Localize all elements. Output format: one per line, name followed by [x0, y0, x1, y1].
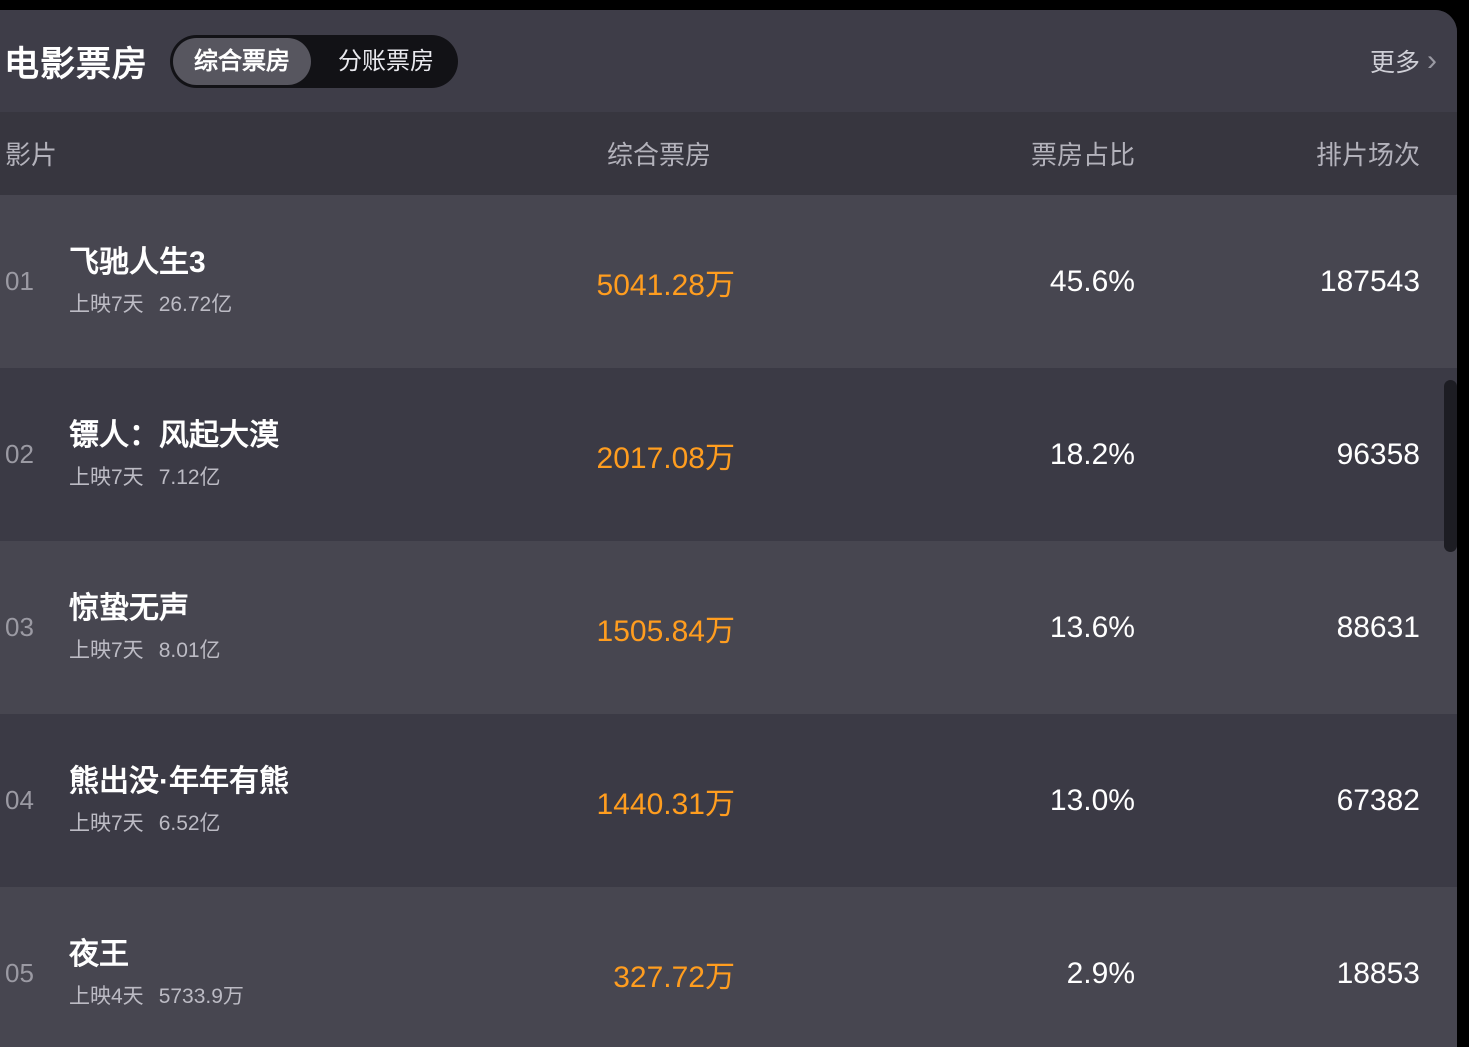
- movie-subtitle: 上映4天 5733.9万: [69, 980, 244, 1010]
- panel-title: 电影票房: [4, 44, 149, 84]
- film-cell: 02 镖人：风起大漠 上映7天 7.12亿: [5, 418, 565, 491]
- movie-info: 夜王 上映4天 5733.9万: [69, 937, 244, 1010]
- scrollbar-thumb[interactable]: [1444, 380, 1457, 552]
- total-gross: 8.01亿: [158, 639, 221, 662]
- row-rank: 01: [5, 266, 34, 296]
- table-row[interactable]: 03 惊蛰无声 上映7天 8.01亿 1505.84万 13.6% 88631: [0, 541, 1457, 714]
- panel-header: 电影票房 综合票房 分账票房 更多 ›: [0, 10, 1457, 112]
- table-body: 01 飞驰人生3 上映7天 26.72亿 5041.28万 45.6% 1875…: [0, 195, 1457, 1047]
- movie-title: 熊出没·年年有熊: [69, 765, 289, 798]
- chevron-right-icon: ›: [1427, 44, 1437, 77]
- table-row[interactable]: 01 飞驰人生3 上映7天 26.72亿 5041.28万 45.6% 1875…: [0, 195, 1457, 368]
- total-gross: 7.12亿: [158, 466, 221, 489]
- total-gross: 6.52亿: [158, 812, 221, 835]
- box-office-value: 1440.31万: [596, 787, 735, 821]
- release-days: 上映7天: [69, 812, 144, 835]
- screenings-value: 96358: [1336, 437, 1420, 471]
- row-rank: 05: [5, 958, 34, 988]
- film-cell: 01 飞驰人生3 上映7天 26.72亿: [5, 245, 565, 318]
- share-value: 18.2%: [1049, 437, 1135, 471]
- release-days: 上映4天: [69, 985, 144, 1008]
- movie-title: 夜王: [69, 938, 129, 971]
- table-row[interactable]: 05 夜王 上映4天 5733.9万 327.72万 2.9% 18853: [0, 887, 1457, 1047]
- movie-info: 镖人：风起大漠 上映7天 7.12亿: [69, 418, 279, 491]
- col-header-box-office: 综合票房: [606, 140, 711, 170]
- film-cell: 03 惊蛰无声 上映7天 8.01亿: [5, 591, 565, 664]
- film-cell: 05 夜王 上映4天 5733.9万: [5, 937, 565, 1010]
- movie-title: 镖人：风起大漠: [69, 419, 279, 452]
- total-gross: 5733.9万: [158, 985, 244, 1008]
- more-label: 更多: [1369, 49, 1420, 77]
- box-office-panel: 电影票房 综合票房 分账票房 更多 › 影片 综合票房 票房占比 排片场次 01…: [0, 10, 1457, 1047]
- col-header-screenings: 排片场次: [1315, 140, 1420, 170]
- share-value: 13.6%: [1049, 610, 1135, 644]
- box-office-tabs: 综合票房 分账票房: [170, 34, 459, 88]
- screenings-value: 67382: [1336, 783, 1420, 817]
- box-office-value: 5041.28万: [596, 268, 735, 302]
- table-row[interactable]: 04 熊出没·年年有熊 上映7天 6.52亿 1440.31万 13.0% 67…: [0, 714, 1457, 887]
- col-header-film: 影片: [5, 140, 58, 170]
- row-rank: 02: [5, 439, 34, 469]
- box-office-value: 2017.08万: [596, 441, 735, 475]
- movie-subtitle: 上映7天 26.72亿: [69, 288, 232, 318]
- release-days: 上映7天: [69, 466, 144, 489]
- total-gross: 26.72亿: [158, 293, 233, 316]
- movie-subtitle: 上映7天 6.52亿: [69, 807, 289, 837]
- screenings-value: 88631: [1336, 610, 1420, 644]
- movie-subtitle: 上映7天 8.01亿: [69, 634, 221, 664]
- movie-title: 惊蛰无声: [69, 592, 189, 625]
- row-rank: 04: [5, 785, 34, 815]
- box-office-value: 327.72万: [613, 960, 735, 994]
- share-value: 2.9%: [1066, 956, 1135, 990]
- more-link[interactable]: 更多 ›: [1370, 43, 1437, 79]
- release-days: 上映7天: [69, 293, 144, 316]
- col-header-share: 票房占比: [1030, 140, 1135, 170]
- movie-info: 熊出没·年年有熊 上映7天 6.52亿: [69, 764, 289, 837]
- share-value: 13.0%: [1049, 783, 1135, 817]
- release-days: 上映7天: [69, 639, 144, 662]
- table-row[interactable]: 02 镖人：风起大漠 上映7天 7.12亿 2017.08万 18.2% 963…: [0, 368, 1457, 541]
- movie-title: 飞驰人生3: [69, 246, 206, 279]
- screenings-value: 187543: [1319, 264, 1420, 298]
- row-rank: 03: [5, 612, 34, 642]
- film-cell: 04 熊出没·年年有熊 上映7天 6.52亿: [5, 764, 565, 837]
- tab-split-box-office[interactable]: 分账票房: [338, 47, 435, 75]
- screenings-value: 18853: [1336, 956, 1420, 990]
- table-header-row: 影片 综合票房 票房占比 排片场次: [0, 112, 1457, 195]
- share-value: 45.6%: [1049, 264, 1135, 298]
- movie-info: 惊蛰无声 上映7天 8.01亿: [69, 591, 221, 664]
- movie-subtitle: 上映7天 7.12亿: [69, 461, 279, 491]
- box-office-value: 1505.84万: [596, 614, 735, 648]
- tab-comprehensive-box-office[interactable]: 综合票房: [173, 37, 312, 85]
- movie-info: 飞驰人生3 上映7天 26.72亿: [69, 245, 232, 318]
